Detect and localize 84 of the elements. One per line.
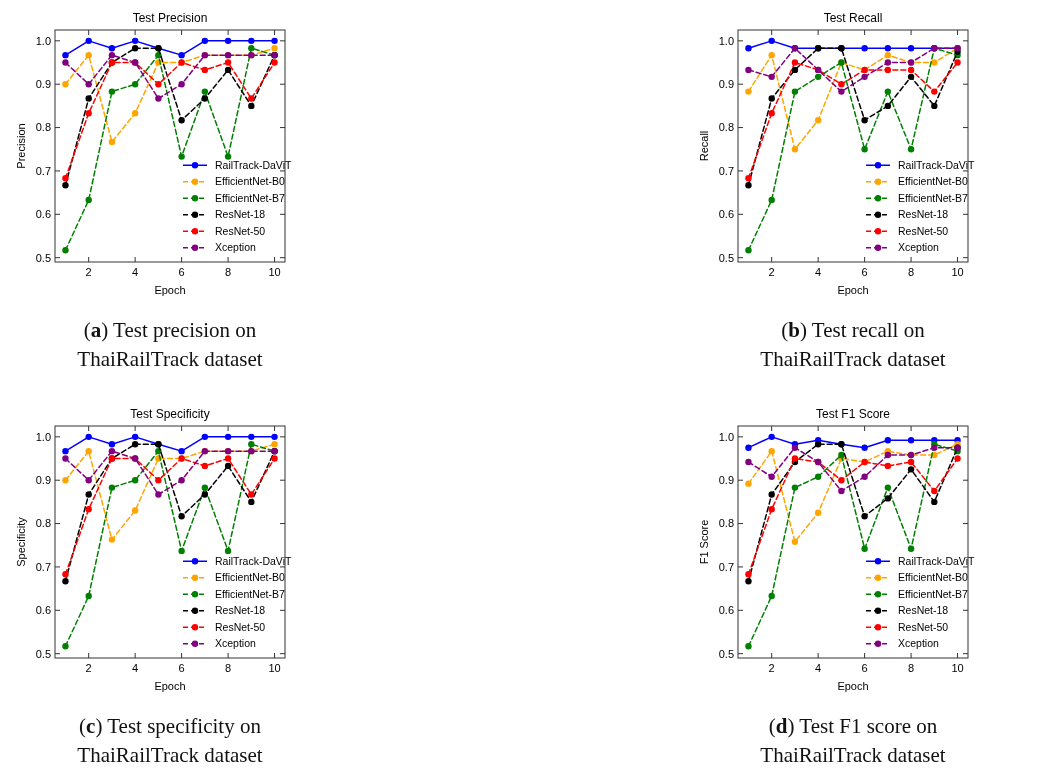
x-tick-label: 10 — [268, 266, 281, 278]
x-tick-label: 2 — [85, 266, 92, 278]
x-tick-label: 10 — [951, 662, 964, 674]
chart-title: Test Recall — [823, 11, 883, 25]
legend-label: ResNet-18 — [898, 604, 949, 617]
x-tick-label: 2 — [768, 266, 775, 278]
chart-title: Test Precision — [132, 11, 208, 25]
chart-title: Test Specificity — [130, 407, 210, 421]
legend-label: RailTrack-DaViT — [898, 554, 976, 567]
legend-label: EfficientNet-B7 — [898, 191, 968, 204]
y-tick-label: 1.0 — [35, 34, 51, 47]
legend-label: ResNet-18 — [215, 604, 266, 617]
y-tick-label: 0.6 — [718, 604, 734, 617]
y-tick-label: 0.6 — [35, 208, 51, 221]
legend-label: ResNet-50 — [215, 620, 266, 633]
legend-label: EfficientNet-B0 — [215, 571, 285, 584]
x-tick-label: 8 — [225, 266, 232, 278]
x-tick-label: 4 — [132, 266, 139, 278]
legend-label: RailTrack-DaViT — [215, 554, 293, 567]
legend-label: ResNet-50 — [215, 224, 266, 237]
y-tick-label: 0.5 — [35, 251, 51, 264]
y-tick-label: 0.7 — [718, 560, 734, 573]
x-axis-title: Epoch — [837, 680, 869, 692]
y-tick-label: 1.0 — [718, 430, 734, 443]
y-axis-title: Specificity — [15, 516, 27, 567]
chart-title: Test F1 Score — [815, 407, 891, 421]
legend-label: Xception — [215, 241, 257, 254]
legend-label: EfficientNet-B7 — [898, 587, 968, 600]
x-tick-label: 10 — [268, 662, 281, 674]
legend-label: ResNet-18 — [898, 208, 949, 221]
legend-label: ResNet-18 — [215, 208, 266, 221]
y-axis-title: Recall — [698, 130, 710, 162]
y-tick-label: 0.7 — [35, 164, 51, 177]
y-tick-label: 0.9 — [35, 474, 51, 487]
x-tick-label: 8 — [908, 662, 915, 674]
legend-label: EfficientNet-B7 — [215, 587, 285, 600]
y-tick-label: 0.7 — [35, 560, 51, 573]
y-tick-label: 0.9 — [35, 78, 51, 91]
y-tick-label: 0.8 — [718, 121, 734, 134]
y-tick-label: 0.9 — [718, 474, 734, 487]
y-tick-label: 0.8 — [718, 517, 734, 530]
legend-label: RailTrack-DaViT — [898, 158, 976, 171]
y-axis-title: F1 Score — [698, 519, 710, 565]
x-tick-label: 4 — [815, 266, 822, 278]
text: (d) Test F1 score on ThaiRailTrack dataset — [760, 714, 946, 767]
legend-label: ResNet-50 — [898, 224, 949, 237]
y-axis-title: Precision — [15, 123, 27, 169]
y-tick-label: 0.8 — [35, 517, 51, 530]
x-tick-label: 4 — [815, 662, 822, 674]
legend-label: EfficientNet-B0 — [215, 175, 285, 188]
x-axis-title: Epoch — [154, 680, 186, 692]
y-tick-label: 0.6 — [35, 604, 51, 617]
legend-label: ResNet-50 — [898, 620, 949, 633]
legend-label: EfficientNet-B7 — [215, 191, 285, 204]
x-tick-label: 2 — [85, 662, 92, 674]
y-tick-label: 0.9 — [718, 78, 734, 91]
legend-label: Xception — [898, 637, 940, 650]
y-tick-label: 0.7 — [718, 164, 734, 177]
x-tick-label: 6 — [861, 662, 868, 674]
x-tick-label: 8 — [908, 266, 915, 278]
legend-label: EfficientNet-B0 — [898, 175, 968, 188]
y-tick-label: 0.5 — [718, 251, 734, 264]
y-tick-label: 0.8 — [35, 121, 51, 134]
legend-label: RailTrack-DaViT — [215, 158, 293, 171]
text: (b) Test recall on ThaiRailTrack dataset — [760, 318, 946, 371]
legend-label: Xception — [898, 241, 940, 254]
y-tick-label: 0.5 — [718, 647, 734, 660]
x-tick-label: 8 — [225, 662, 232, 674]
x-tick-label: 4 — [132, 662, 139, 674]
x-axis-title: Epoch — [837, 284, 869, 296]
y-tick-label: 0.5 — [35, 647, 51, 660]
text: (a) Test precision on ThaiRailTrack dataset — [77, 318, 263, 371]
x-tick-label: 10 — [951, 266, 964, 278]
y-tick-label: 1.0 — [35, 430, 51, 443]
x-tick-label: 2 — [768, 662, 775, 674]
x-tick-label: 6 — [178, 266, 185, 278]
y-tick-label: 0.6 — [718, 208, 734, 221]
text: (c) Test specificity on ThaiRailTrack dataset — [77, 714, 263, 767]
legend-label: Xception — [215, 637, 257, 650]
y-tick-label: 1.0 — [718, 34, 734, 47]
x-axis-title: Epoch — [154, 284, 186, 296]
x-tick-label: 6 — [861, 266, 868, 278]
x-tick-label: 6 — [178, 662, 185, 674]
legend-label: EfficientNet-B0 — [898, 571, 968, 584]
